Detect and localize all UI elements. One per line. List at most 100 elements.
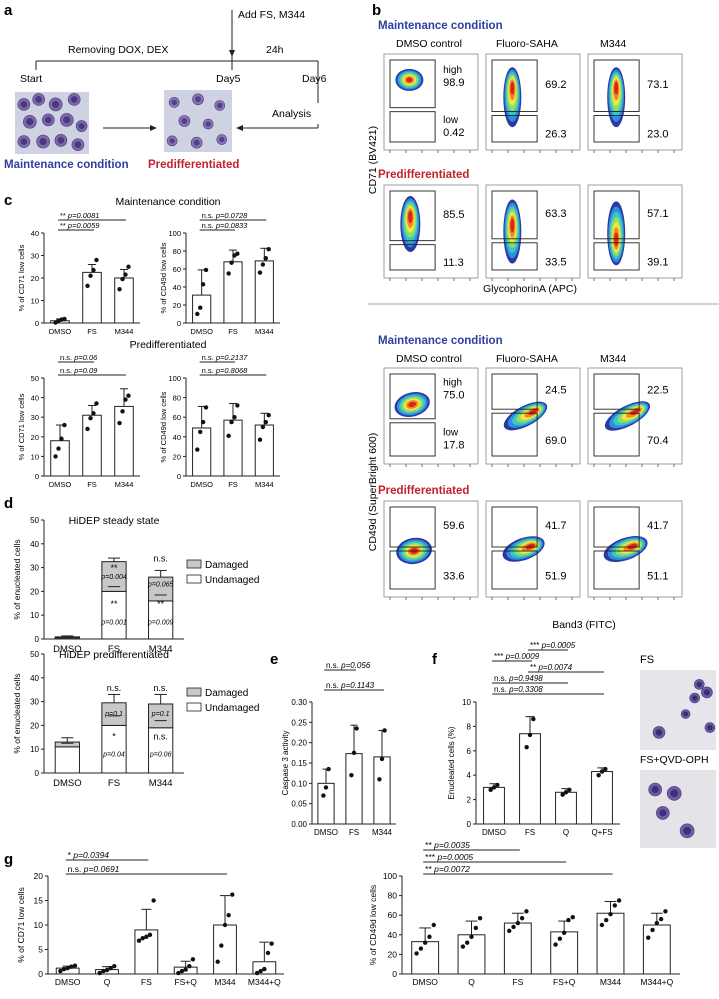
data-point	[354, 726, 359, 731]
panel-label-b: b	[372, 2, 381, 19]
plot-frame	[485, 53, 581, 151]
gate-value-low: 17.8	[443, 440, 464, 452]
data-point	[524, 744, 529, 750]
data-point	[608, 912, 613, 917]
category-label: M344	[600, 977, 622, 987]
bar-m344-q	[642, 924, 671, 975]
data-point	[120, 409, 125, 414]
data-point	[351, 750, 357, 756]
bar-annotation: ** p=0.004	[100, 563, 127, 581]
bar-fs	[82, 414, 102, 477]
chart-e: 0.00 0.05 0.10 0.15 0.20 0.25 0.30 Caspase 3 ac…	[281, 661, 396, 837]
category-label: Q+FS	[591, 828, 612, 837]
data-point	[147, 932, 153, 937]
data-point	[321, 793, 326, 798]
chart-g2: 0 20 40 60 80 100 % of CD49d low cells DMSO Q FS F…	[368, 840, 680, 987]
cell-nucleus	[169, 138, 175, 144]
flow-plot: 41.7 51.9	[485, 500, 581, 600]
significance-label: n.s. p=0.0728	[202, 211, 249, 220]
panel-f: f 0 2 4 6 8 10 Enucleated cells (%) DMSO FS Q Q+FS…	[432, 641, 716, 848]
category-label: FS	[108, 644, 120, 655]
bar-dmso	[50, 440, 70, 477]
y-tick-label: 40	[388, 930, 398, 940]
y-tick-label: 20	[173, 452, 181, 461]
bar-q-fs	[591, 771, 613, 825]
legend-undamaged-label-1: Undamaged	[205, 575, 259, 586]
y-tick-label: 10	[34, 920, 44, 930]
add-arrow-head	[229, 50, 235, 57]
y-tick-label: 6	[467, 747, 472, 756]
data-point	[108, 965, 113, 971]
y-axis-label: % of enucleated cells	[12, 539, 22, 619]
bar-dmso	[411, 941, 440, 975]
category-label: M344	[149, 644, 173, 655]
flow-plot: 22.5 70.4	[587, 367, 683, 467]
data-point	[524, 909, 529, 914]
y-tick-label: 20	[34, 871, 44, 881]
y-tick-label: 60	[173, 265, 181, 274]
significance-label: ** p=0.0081	[60, 211, 99, 220]
data-point	[183, 967, 188, 972]
gate-value-high: 41.7	[647, 520, 668, 532]
flow-plot: 57.1 39.1	[587, 184, 683, 281]
chart-title: HiDEP steady state	[69, 515, 160, 527]
significance-label: ** p=0.0059	[60, 221, 100, 230]
y-tick-label: 80	[388, 891, 398, 901]
data-point	[62, 316, 67, 322]
bar-dmso	[483, 786, 505, 825]
col-label-dmso-1: DMSO control	[396, 38, 462, 50]
gate-value-low: 70.4	[647, 435, 668, 447]
data-point	[262, 966, 267, 972]
y-axis-label: Enucleated cells (%)	[447, 726, 456, 799]
bar-annotation: n.s.	[153, 732, 168, 742]
data-point	[179, 968, 185, 974]
y-tick-label: 20	[31, 433, 39, 442]
data-point	[200, 419, 206, 425]
data-point	[226, 913, 231, 918]
data-point	[53, 454, 58, 459]
gate-value-high: 98.9	[443, 77, 464, 89]
y-tick-label: 0.20	[291, 739, 307, 748]
data-point	[263, 256, 268, 261]
plot-frame	[383, 184, 479, 279]
bar-annotation: n.s.	[107, 683, 122, 693]
cell-nucleus	[696, 681, 703, 688]
gate-value-low: 69.0	[545, 435, 566, 447]
y-tick-label: 0.15	[291, 759, 307, 768]
data-point	[323, 785, 329, 790]
data-point	[511, 924, 516, 930]
y-tick-label: 0.30	[291, 698, 307, 707]
bar-annotation: n.s.	[153, 683, 168, 693]
panel-label-c: c	[4, 192, 12, 209]
y-tick-label: 80	[173, 247, 181, 256]
panel-d: d 0 10 20 30 40 50 % of enucleated cells HiDEP …	[4, 495, 259, 789]
bar-annotation: n.s.	[153, 554, 168, 564]
panel-b: b Maintenance condition DMSO control Flu…	[367, 2, 719, 631]
bar-annotation: p=0.001	[100, 620, 127, 627]
chart-f: 0 2 4 6 8 10 Enucleated cells (%) DMSO FS Q Q+FS n.…	[447, 641, 620, 837]
data-point	[101, 968, 106, 974]
gate-value-high: 57.1	[647, 208, 668, 220]
cell-nucleus	[651, 785, 659, 794]
flow-plot: 85.5 11.3	[383, 184, 479, 281]
legend-damaged-swatch-2	[186, 687, 202, 697]
data-point	[266, 413, 271, 418]
plot-frame	[383, 53, 479, 151]
y-tick-label: 0	[392, 969, 397, 979]
gate-value-high: 22.5	[647, 385, 668, 397]
data-point	[663, 909, 668, 914]
category-label: Q	[468, 977, 475, 987]
data-point	[553, 942, 558, 947]
flow-plot: 59.6 33.6	[383, 500, 479, 600]
gate-low	[389, 111, 436, 143]
category-label: M344+Q	[640, 977, 673, 987]
y-tick-label: 4	[467, 771, 472, 780]
cell-nucleus	[26, 118, 34, 126]
y-axis-label: Caspase 3 activity	[281, 731, 290, 796]
gate-value-low: 0.42	[443, 127, 464, 139]
predifferentiated-label-b2: Predifferentiated	[378, 485, 469, 497]
significance-label: ** p=0.0074	[530, 663, 573, 672]
y-tick-label: 50	[31, 374, 39, 383]
data-point	[616, 898, 622, 903]
data-point	[94, 401, 99, 406]
